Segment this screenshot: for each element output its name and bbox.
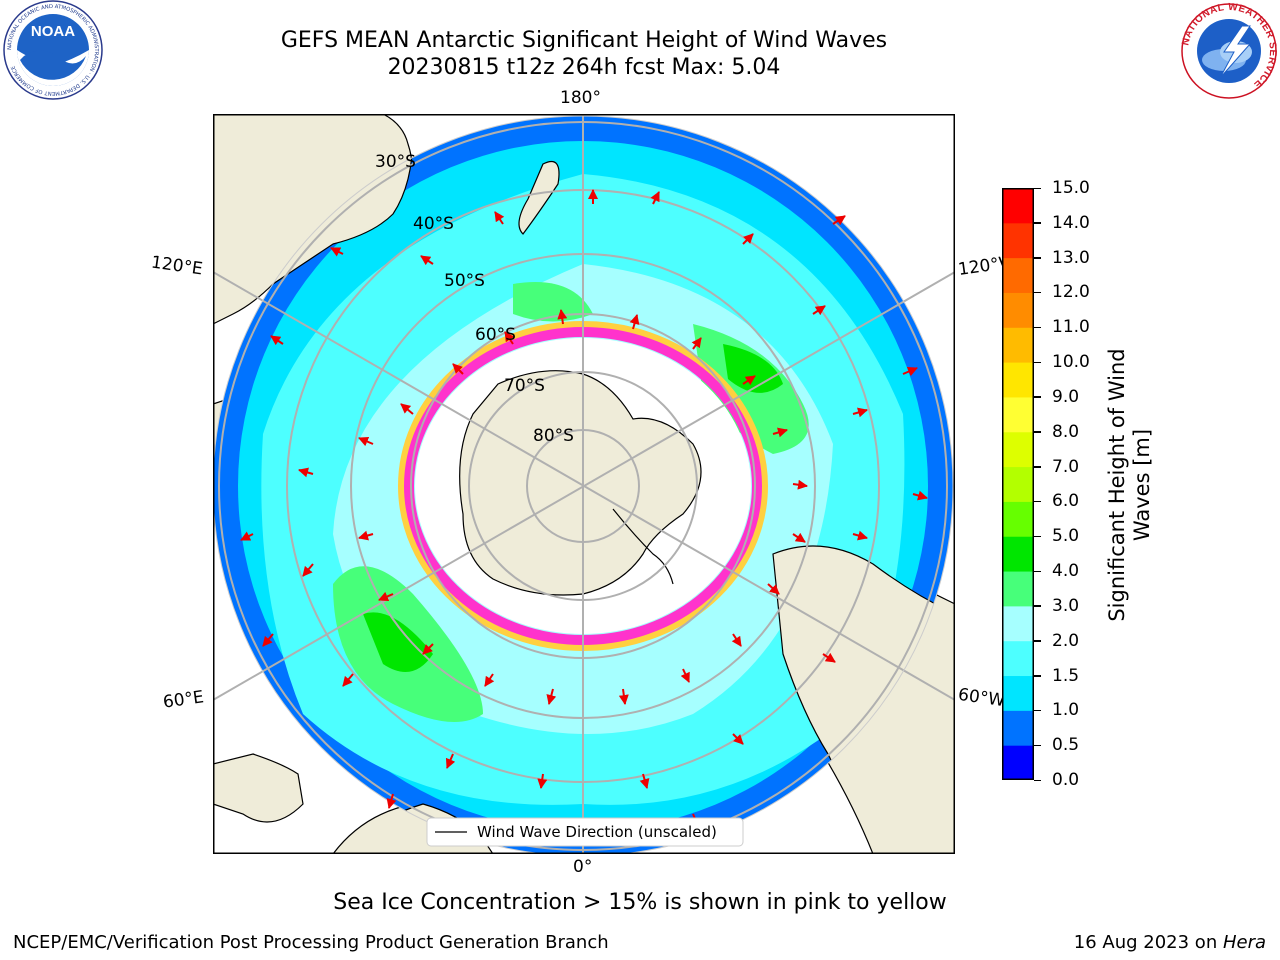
map-legend: Wind Wave Direction (unscaled)	[426, 817, 744, 847]
lat-label-40s: 40°S	[413, 214, 454, 234]
colorbar-tick-mark	[1034, 361, 1041, 364]
colorbar-tick-mark	[1034, 466, 1041, 468]
chart-subtitle: 20230815 t12z 264h fcst Max: 5.04	[387, 55, 781, 80]
colorbar-segment	[1002, 292, 1034, 328]
colorbar-segment	[1002, 188, 1034, 224]
colorbar-segment	[1002, 466, 1034, 502]
colorbar-tick-label: 9.0	[1052, 386, 1080, 407]
colorbar-tick-mark	[1034, 500, 1041, 503]
lat-label-60s: 60°S	[475, 325, 516, 345]
sea-ice-note: Sea Ice Concentration > 15% is shown in …	[333, 890, 947, 915]
colorbar-tick-mark	[1034, 640, 1041, 642]
colorbar-segment	[1002, 327, 1034, 363]
colorbar-tick-label: 8.0	[1052, 421, 1080, 442]
colorbar-segment	[1002, 362, 1034, 398]
polar-map: Wind Wave Direction (unscaled) 30°S 40°S…	[213, 114, 955, 854]
footer-machine: Hera	[1222, 932, 1266, 953]
footer-date: 16 Aug 2023 on Hera	[1074, 932, 1266, 953]
colorbar-segment	[1002, 710, 1034, 746]
colorbar-segment	[1002, 745, 1034, 780]
colorbar-tick-label: 15.0	[1052, 178, 1090, 198]
colorbar-tick-mark	[1034, 744, 1041, 747]
colorbar-tick-mark	[1034, 396, 1041, 398]
noaa-wordmark: NOAA	[31, 23, 75, 40]
colorbar	[1002, 188, 1034, 780]
lat-label-50s: 50°S	[444, 271, 485, 291]
footer-date-text: 16 Aug 2023 on	[1073, 932, 1223, 953]
graticule	[213, 114, 955, 854]
colorbar-tick-label: 0.0	[1052, 770, 1080, 790]
colorbar-tick-label: 0.5	[1052, 735, 1080, 756]
lon-label-60w: 60°W	[956, 684, 1007, 712]
colorbar-segment	[1002, 222, 1034, 259]
chart-title: GEFS MEAN Antarctic Significant Height o…	[280, 28, 888, 53]
colorbar-label: Significant Height of Wind Waves [m]	[1105, 348, 1154, 622]
colorbar-tick-mark	[1034, 291, 1041, 294]
lat-label-70s: 70°S	[504, 376, 545, 396]
lon-label-120e: 120°E	[149, 252, 204, 280]
colorbar-segment	[1002, 640, 1034, 677]
colorbar-tick-mark	[1034, 431, 1041, 433]
colorbar-tick-mark	[1034, 779, 1041, 781]
colorbar-tick-label: 2.0	[1052, 630, 1080, 651]
colorbar-tick-label: 7.0	[1052, 456, 1080, 477]
colorbar-tick-label: 10.0	[1052, 352, 1090, 373]
colorbar-tick-label: 3.0	[1052, 595, 1080, 616]
colorbar-tick-label: 4.0	[1052, 561, 1080, 582]
colorbar-tick-mark	[1034, 535, 1041, 538]
wind-wave-arrows	[240, 189, 928, 829]
lon-label-0: 0°	[573, 857, 593, 877]
colorbar-tick-label: 11.0	[1052, 317, 1090, 338]
colorbar-tick-mark	[1034, 570, 1041, 573]
colorbar-segment	[1002, 536, 1034, 572]
lon-label-60e: 60°E	[161, 687, 206, 713]
colorbar-segment	[1002, 431, 1034, 468]
colorbar-tick-mark	[1034, 222, 1041, 224]
colorbar-tick-mark	[1034, 257, 1041, 259]
colorbar-tick-label: 12.0	[1052, 282, 1090, 303]
colorbar-segment	[1002, 571, 1034, 607]
colorbar-tick-mark	[1034, 326, 1041, 329]
colorbar-segment	[1002, 501, 1034, 537]
noaa-logo: NOAA NATIONAL OCEANIC AND ATMOSPHERIC AD…	[3, 0, 103, 100]
colorbar-tick-label: 6.0	[1052, 491, 1080, 512]
colorbar-tick-label: 5.0	[1052, 526, 1080, 547]
legend-label: Wind Wave Direction (unscaled)	[477, 823, 717, 841]
colorbar-tick-label: 14.0	[1052, 212, 1090, 233]
colorbar-tick-mark	[1034, 187, 1041, 189]
nws-logo: NATIONAL WEATHER SERVICE	[1180, 2, 1278, 99]
colorbar-segment	[1002, 605, 1034, 642]
lon-label-180: 180°	[560, 88, 601, 108]
lat-label-30s: 30°S	[375, 152, 416, 172]
colorbar-segment	[1002, 396, 1034, 433]
colorbar-tick-label: 1.5	[1052, 665, 1080, 686]
colorbar-tick-mark	[1034, 709, 1041, 712]
lat-label-80s: 80°S	[533, 426, 574, 446]
colorbar-tick-mark	[1034, 605, 1041, 607]
colorbar-tick-mark	[1034, 675, 1041, 677]
colorbar-segment	[1002, 257, 1034, 293]
footer-branch: NCEP/EMC/Verification Post Processing Pr…	[13, 932, 609, 953]
colorbar-tick-label: 13.0	[1052, 247, 1090, 268]
colorbar-tick-label: 1.0	[1052, 700, 1080, 721]
colorbar-segment	[1002, 675, 1034, 711]
